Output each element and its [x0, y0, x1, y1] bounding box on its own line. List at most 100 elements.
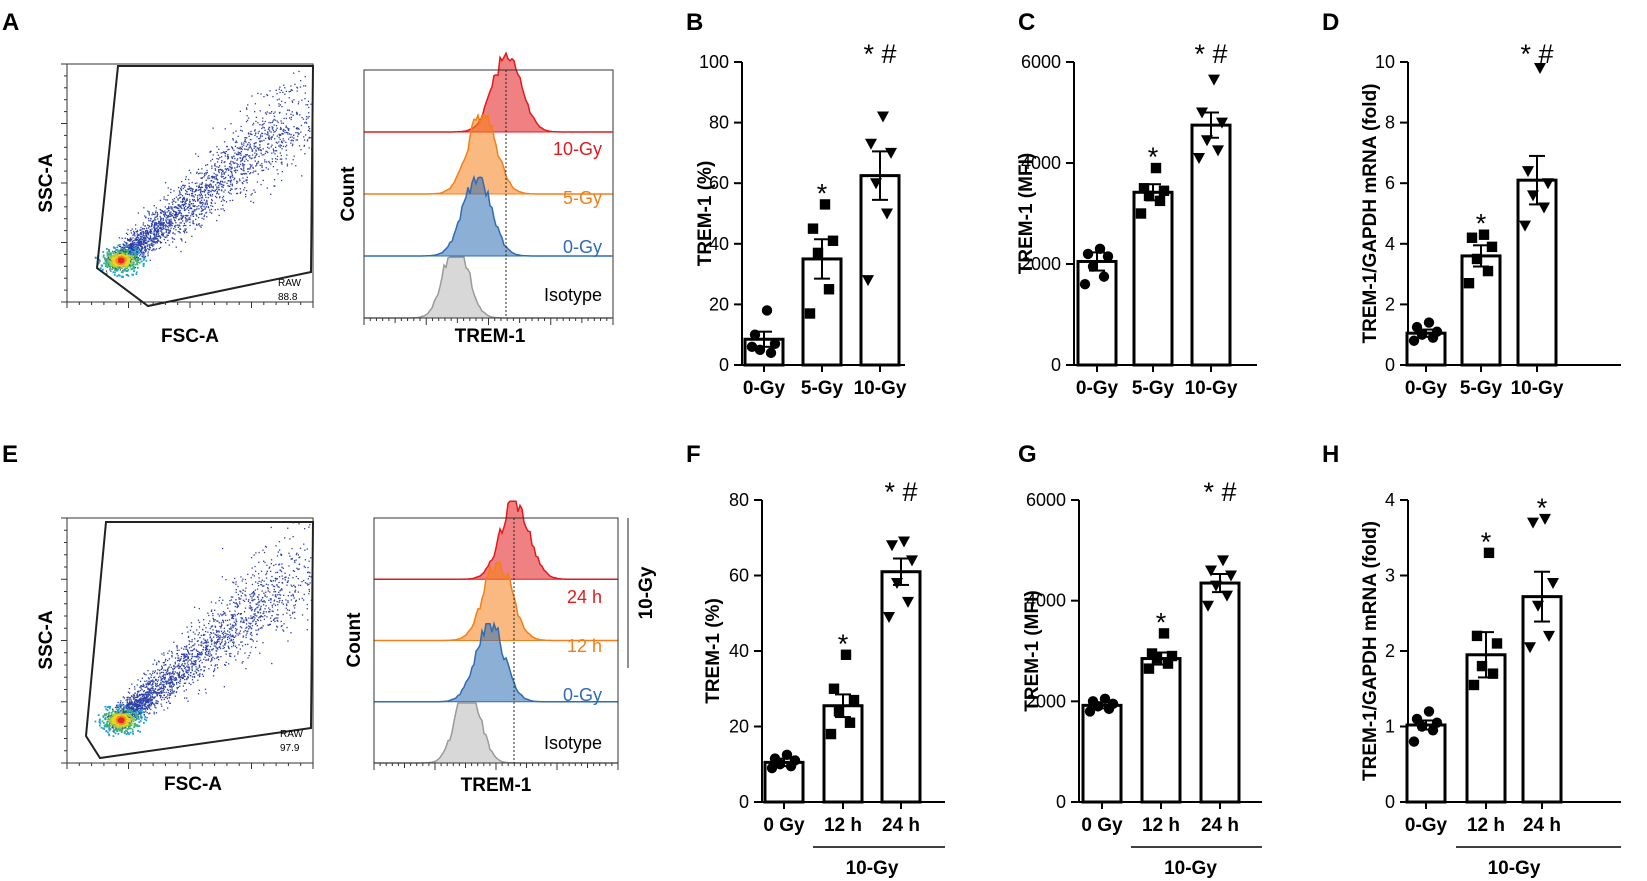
scatter-event: [229, 192, 231, 194]
scatter-event: [137, 246, 139, 249]
scatter-event: [192, 215, 194, 217]
scatter-event: [110, 270, 112, 272]
scatter-event: [227, 158, 229, 160]
scatter-event: [207, 197, 209, 199]
scatter-event: [240, 173, 243, 175]
scatter-event: [127, 239, 129, 241]
scatter-event: [208, 184, 210, 186]
scatter-event: [160, 220, 162, 222]
scatter-event: [308, 128, 311, 130]
scatter-event: [259, 140, 261, 143]
scatter-event: [224, 612, 226, 615]
scatter-event: [291, 139, 293, 141]
scatter-event: [157, 688, 159, 691]
scatter-event: [162, 222, 164, 224]
scatter-event: [140, 252, 142, 254]
scatter-event: [170, 650, 173, 653]
scatter-event: [177, 226, 179, 228]
scatter-event: [245, 598, 247, 600]
scatter-event: [202, 202, 204, 204]
density-event: [107, 264, 109, 267]
scatter-event: [196, 223, 198, 225]
scatter-event: [173, 206, 176, 208]
scatter-event: [214, 626, 217, 628]
scatter-event: [122, 708, 124, 710]
scatter-event: [133, 697, 135, 699]
scatter-event: [143, 714, 145, 716]
density-event: [127, 259, 129, 262]
scatter-event: [198, 189, 200, 191]
scatter-event: [179, 196, 182, 199]
scatter-event: [251, 625, 254, 627]
scatter-event: [253, 157, 256, 159]
scatter-event: [168, 210, 170, 212]
scatter-event: [270, 598, 272, 600]
scatter-event: [259, 164, 261, 166]
scatter-event: [296, 113, 298, 115]
scatter-event: [220, 189, 223, 192]
scatter-event: [163, 222, 165, 224]
density-event: [129, 248, 131, 251]
scatter-event: [276, 142, 278, 144]
scatter-event: [237, 151, 239, 153]
scatter-event: [268, 121, 270, 124]
scatter-event: [221, 169, 223, 171]
scatter-event: [242, 636, 244, 638]
scatter-event: [230, 655, 232, 658]
scatter-event: [261, 166, 263, 168]
scatter-event: [216, 158, 218, 160]
scatter-event: [289, 136, 291, 138]
scatter-event: [148, 699, 150, 701]
scatter-event: [243, 164, 246, 166]
scatter-event: [241, 148, 243, 151]
scatter-event: [118, 267, 121, 269]
scatter-event: [178, 677, 180, 679]
scatter-event: [152, 670, 154, 672]
scatter-event: [132, 257, 134, 259]
scatter-event: [175, 211, 177, 213]
scatter-event: [181, 201, 183, 204]
scatter-event: [203, 215, 205, 218]
density-event: [109, 266, 112, 269]
scatter-event: [278, 103, 280, 105]
scatter-event: [181, 663, 184, 665]
scatter-event: [303, 593, 305, 596]
scatter-event: [148, 231, 150, 233]
scatter-event: [123, 250, 125, 252]
scatter-event: [141, 247, 144, 249]
scatter-event: [180, 218, 182, 220]
scatter-event: [164, 210, 166, 212]
scatter-event: [300, 124, 303, 127]
scatter-event: [247, 149, 249, 151]
scatter-event: [275, 161, 277, 163]
scatter-event: [307, 104, 309, 106]
scatter-event: [140, 249, 142, 251]
scatter-event: [157, 689, 159, 691]
scatter-event: [236, 603, 238, 605]
scatter-event: [167, 227, 169, 229]
scatter-event: [245, 121, 248, 123]
scatter-event: [240, 641, 242, 643]
scatter-event: [227, 641, 230, 644]
scatter-event: [140, 240, 142, 242]
scatter-event: [216, 620, 218, 622]
scatter-event: [168, 203, 170, 205]
scatter-event: [168, 206, 170, 208]
scatter-event: [158, 692, 160, 694]
scatter-event: [234, 602, 236, 604]
density-event: [103, 262, 105, 265]
scatter-event: [182, 199, 184, 201]
scatter-event: [271, 160, 274, 163]
scatter-event: [216, 219, 218, 222]
scatter-event: [146, 232, 148, 234]
scatter-event: [198, 185, 200, 188]
scatter-event: [240, 159, 242, 162]
scatter-event: [223, 637, 225, 639]
density-event: [108, 250, 111, 253]
scatter-event: [249, 163, 251, 166]
scatter-event: [276, 601, 278, 603]
scatter-event: [285, 576, 287, 578]
density-event: [121, 275, 123, 278]
scatter-event: [232, 634, 234, 636]
scatter-event: [206, 184, 208, 186]
